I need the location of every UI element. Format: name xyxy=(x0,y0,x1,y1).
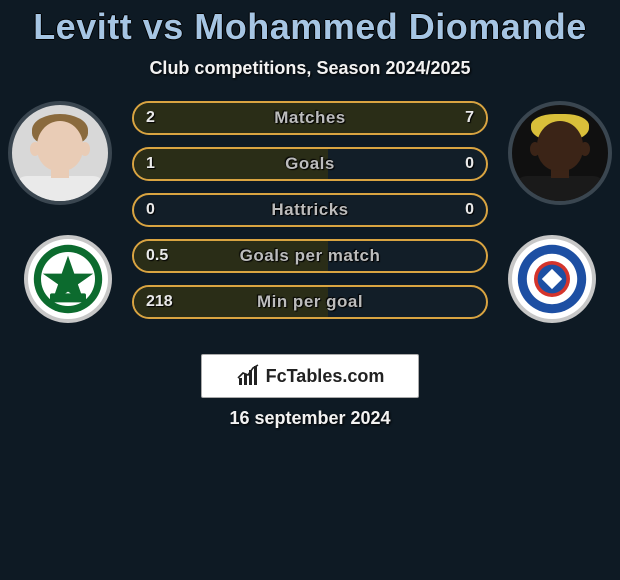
stat-label: Matches xyxy=(134,108,486,128)
stat-bar: 27Matches xyxy=(132,101,488,135)
brand-badge[interactable]: FcTables.com xyxy=(201,354,419,398)
player-silhouette-icon xyxy=(20,116,100,205)
player-left-avatar xyxy=(8,101,112,205)
comparison-body: 27Matches 10Goals 00Hattricks 0.5Goals per … xyxy=(0,101,620,351)
page-title: Levitt vs Mohammed Diomande xyxy=(0,6,620,48)
player-right-avatar xyxy=(508,101,612,205)
subtitle: Club competitions, Season 2024/2025 xyxy=(0,58,620,79)
comparison-card: Levitt vs Mohammed Diomande Club competi… xyxy=(0,0,620,580)
stat-label: Min per goal xyxy=(134,292,486,312)
stat-label: Goals per match xyxy=(134,246,486,266)
crest-icon xyxy=(516,243,588,315)
brand-label: FcTables.com xyxy=(266,366,385,387)
stat-bar: 00Hattricks xyxy=(132,193,488,227)
crest-icon xyxy=(32,243,104,315)
stat-bar: 0.5Goals per match xyxy=(132,239,488,273)
club-crest-left xyxy=(24,235,112,323)
stat-bar: 10Goals xyxy=(132,147,488,181)
stat-bar: 218Min per goal xyxy=(132,285,488,319)
stat-label: Goals xyxy=(134,154,486,174)
date-label: 16 september 2024 xyxy=(0,408,620,429)
club-crest-right xyxy=(508,235,596,323)
player-silhouette-icon xyxy=(520,116,600,205)
stat-label: Hattricks xyxy=(134,200,486,220)
stat-bars: 27Matches 10Goals 00Hattricks 0.5Goals per … xyxy=(132,101,488,331)
chart-icon xyxy=(236,364,260,388)
